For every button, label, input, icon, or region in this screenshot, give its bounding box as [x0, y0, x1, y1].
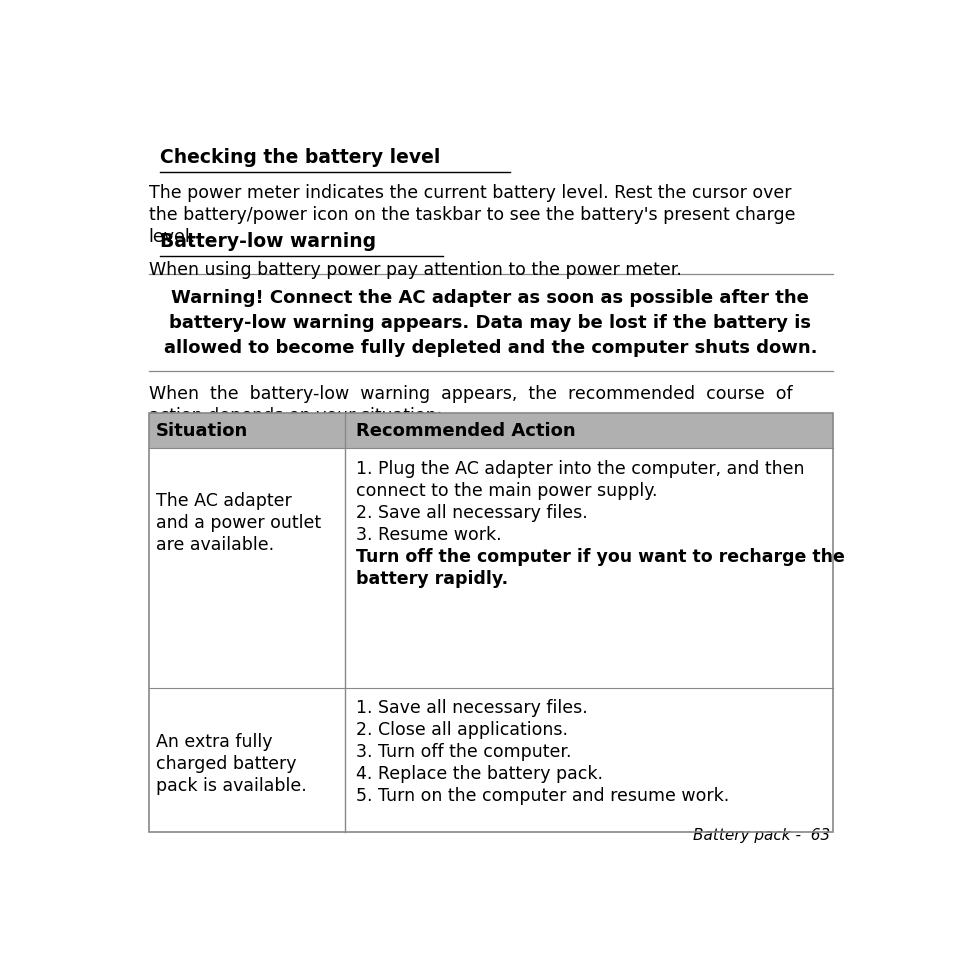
- Text: pack is available.: pack is available.: [156, 777, 307, 794]
- Text: Checking the battery level: Checking the battery level: [160, 148, 440, 167]
- Text: allowed to become fully depleted and the computer shuts down.: allowed to become fully depleted and the…: [164, 339, 817, 356]
- Text: Battery pack -  63: Battery pack - 63: [693, 827, 830, 842]
- Text: Battery-low warning: Battery-low warning: [160, 232, 375, 251]
- Text: 3. Turn off the computer.: 3. Turn off the computer.: [355, 742, 571, 760]
- Text: Turn off the computer if you want to recharge the: Turn off the computer if you want to rec…: [355, 547, 843, 565]
- Text: The AC adapter: The AC adapter: [156, 492, 292, 510]
- Text: Situation: Situation: [156, 421, 248, 439]
- Text: the battery/power icon on the taskbar to see the battery's present charge: the battery/power icon on the taskbar to…: [149, 206, 795, 224]
- Text: 1. Save all necessary files.: 1. Save all necessary files.: [355, 699, 587, 717]
- Text: 2. Close all applications.: 2. Close all applications.: [355, 720, 567, 739]
- Text: An extra fully: An extra fully: [156, 732, 273, 750]
- Text: 3. Resume work.: 3. Resume work.: [355, 525, 501, 543]
- Text: When  the  battery-low  warning  appears,  the  recommended  course  of: When the battery-low warning appears, th…: [149, 384, 792, 402]
- Text: are available.: are available.: [156, 536, 274, 554]
- Text: When using battery power pay attention to the power meter.: When using battery power pay attention t…: [149, 261, 681, 279]
- Text: action depends on your situation:: action depends on your situation:: [149, 406, 442, 424]
- Text: level.: level.: [149, 228, 196, 246]
- Bar: [149, 414, 832, 449]
- Text: battery rapidly.: battery rapidly.: [355, 569, 507, 587]
- Text: 5. Turn on the computer and resume work.: 5. Turn on the computer and resume work.: [355, 786, 728, 804]
- Text: 4. Replace the battery pack.: 4. Replace the battery pack.: [355, 764, 602, 782]
- Text: 2. Save all necessary files.: 2. Save all necessary files.: [355, 503, 587, 521]
- Bar: [149, 414, 832, 832]
- Text: connect to the main power supply.: connect to the main power supply.: [355, 481, 657, 499]
- Text: Warning! Connect the AC adapter as soon as possible after the: Warning! Connect the AC adapter as soon …: [172, 289, 808, 307]
- Text: The power meter indicates the current battery level. Rest the cursor over: The power meter indicates the current ba…: [149, 184, 790, 202]
- Text: Recommended Action: Recommended Action: [355, 421, 575, 439]
- Text: and a power outlet: and a power outlet: [156, 514, 321, 532]
- Text: 1. Plug the AC adapter into the computer, and then: 1. Plug the AC adapter into the computer…: [355, 459, 803, 477]
- Text: charged battery: charged battery: [156, 754, 296, 772]
- Text: battery-low warning appears. Data may be lost if the battery is: battery-low warning appears. Data may be…: [170, 314, 811, 332]
